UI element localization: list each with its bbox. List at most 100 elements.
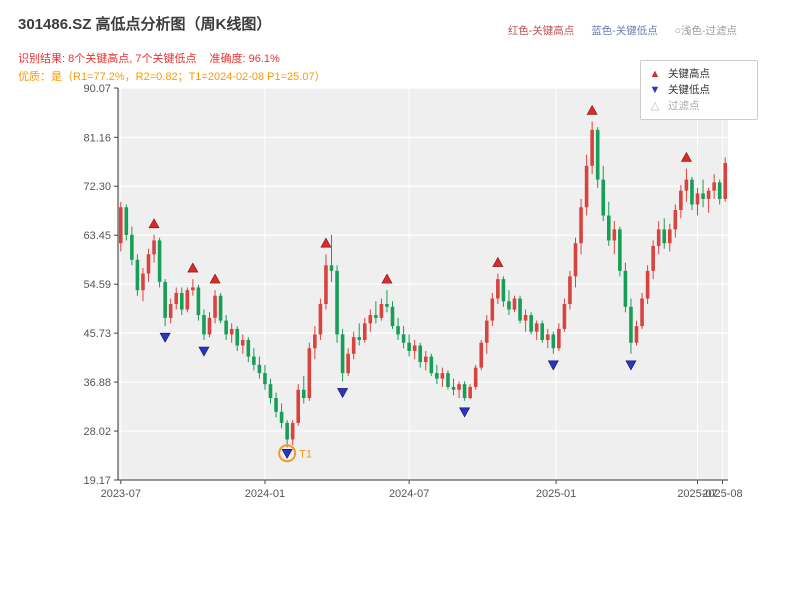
candle-body <box>584 165 589 208</box>
candle-body <box>335 270 339 335</box>
t1-label: T1 <box>299 448 312 460</box>
x-tick-label: 2023-07 <box>101 488 141 500</box>
candle-body <box>163 281 167 318</box>
quality-line: 优质：是（R1=77.2%，R2=0.82；T1=2024-02-08 P1=2… <box>18 71 326 83</box>
page-title: 301486.SZ 高低点分析图（周K线图） <box>18 16 272 33</box>
chart-legend: ▲ 关键高点 ▼ 关键低点 △ 过滤点 <box>640 60 758 120</box>
key-low-marker <box>625 360 637 371</box>
legend-note-filtered: ○浅色-过滤点 <box>674 25 737 37</box>
legend-item-label: 过滤点 <box>668 100 700 112</box>
candle-body <box>285 422 289 440</box>
candle-body <box>601 179 606 216</box>
x-tick-label: 2025-08 <box>702 488 742 500</box>
candle-body <box>534 323 539 332</box>
key-high-marker <box>680 151 692 162</box>
candle-body <box>590 129 594 166</box>
candle-body <box>451 386 456 390</box>
candle-body <box>235 328 240 346</box>
candle-body <box>618 229 622 271</box>
candle-body <box>218 295 223 321</box>
candle-body <box>340 334 345 374</box>
candle-body <box>390 306 395 327</box>
candle-body <box>274 398 278 412</box>
candle-body <box>423 356 428 363</box>
candle-body <box>396 326 400 335</box>
t1-circle <box>278 444 297 463</box>
candle-body <box>401 334 406 343</box>
candle-body <box>224 320 228 335</box>
key-low-marker <box>337 388 349 399</box>
candle-body <box>612 229 617 241</box>
candle-body <box>529 315 533 332</box>
candle-body <box>279 411 284 423</box>
candle-body <box>168 304 173 318</box>
candle-body <box>462 384 467 399</box>
candle-body <box>629 306 633 343</box>
candle-body <box>246 339 251 357</box>
candle-body <box>213 295 217 318</box>
candle-body <box>179 292 184 310</box>
key-high-marker <box>148 218 160 229</box>
candle-body <box>141 273 145 291</box>
key-low-marker <box>281 448 293 459</box>
candle-body <box>512 298 517 310</box>
candle-body <box>496 279 500 299</box>
legend-item-label: 关键低点 <box>668 84 710 96</box>
key-low-marker <box>198 346 210 357</box>
key-high-marker <box>320 237 332 248</box>
x-tick-label: 2024-07 <box>389 488 429 500</box>
candle-body <box>196 287 201 316</box>
candle-body <box>307 348 312 399</box>
candle-body <box>118 207 123 244</box>
candle-body <box>673 210 678 230</box>
candle-body <box>706 190 711 199</box>
candle-body <box>207 317 212 335</box>
candle-body <box>723 163 728 199</box>
candle-body <box>606 215 611 241</box>
candle-body <box>324 265 328 305</box>
y-tick-label: 63.45 <box>83 230 111 242</box>
candle-body <box>296 389 301 423</box>
candle-body <box>656 229 661 246</box>
candle-body <box>651 245 655 271</box>
candle-body <box>318 304 323 335</box>
filtered-marker-icon: △ <box>650 100 660 112</box>
candle-body <box>557 328 561 349</box>
legend-note-low: 蓝色-关键低点 <box>591 25 658 37</box>
legend-item-key-high: ▲ 关键高点 <box>649 66 749 82</box>
x-tick-label: 2024-01 <box>245 488 285 500</box>
legend-note-high: 红色-关键高点 <box>507 25 575 37</box>
candle-body <box>645 270 650 299</box>
legend-item-key-low: ▼ 关键低点 <box>649 82 749 98</box>
candle-body <box>252 356 256 365</box>
candle-body <box>690 179 694 205</box>
candle-body <box>540 323 545 340</box>
candle-body <box>579 207 583 244</box>
recognition-result: 识别结果: 8个关键高点, 7个关键低点 准确度: 96.1% <box>18 50 280 66</box>
candle-body <box>545 334 550 340</box>
candle-body <box>490 298 495 321</box>
candle-body <box>634 326 639 343</box>
candle-body <box>623 270 628 307</box>
candle-body <box>202 315 206 335</box>
candle-body <box>130 234 134 260</box>
accuracy-text: 准确度: 96.1% <box>209 53 280 65</box>
candle-body <box>573 243 578 277</box>
candle-body <box>457 384 461 390</box>
candle-body <box>712 182 716 191</box>
candle-body <box>268 384 273 399</box>
legend-item-filtered: △ 过滤点 <box>649 98 749 114</box>
candle-body <box>551 334 556 349</box>
y-tick-label: 28.02 <box>83 426 111 438</box>
candle-body <box>446 373 450 387</box>
candle-body <box>662 229 667 244</box>
key-high-marker <box>381 273 393 284</box>
candle-body <box>562 304 567 329</box>
key-high-marker <box>209 273 221 284</box>
y-tick-label: 45.73 <box>83 328 111 340</box>
candle-body <box>507 301 511 310</box>
candle-body <box>357 337 362 340</box>
y-tick-label: 54.59 <box>83 279 111 291</box>
candle-body <box>501 279 506 302</box>
